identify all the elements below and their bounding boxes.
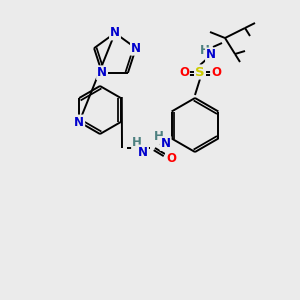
Text: N: N [131, 42, 141, 55]
Text: O: O [166, 152, 176, 166]
Text: O: O [179, 65, 189, 79]
Text: H: H [132, 136, 142, 149]
Text: H: H [200, 44, 210, 56]
Text: N: N [206, 49, 216, 62]
Text: H: H [154, 130, 164, 143]
Text: S: S [195, 65, 205, 79]
Text: O: O [211, 65, 221, 79]
Text: N: N [160, 137, 171, 150]
Text: N: N [74, 116, 84, 128]
Text: N: N [138, 146, 148, 158]
Text: N: N [97, 66, 107, 79]
Text: N: N [110, 26, 120, 40]
